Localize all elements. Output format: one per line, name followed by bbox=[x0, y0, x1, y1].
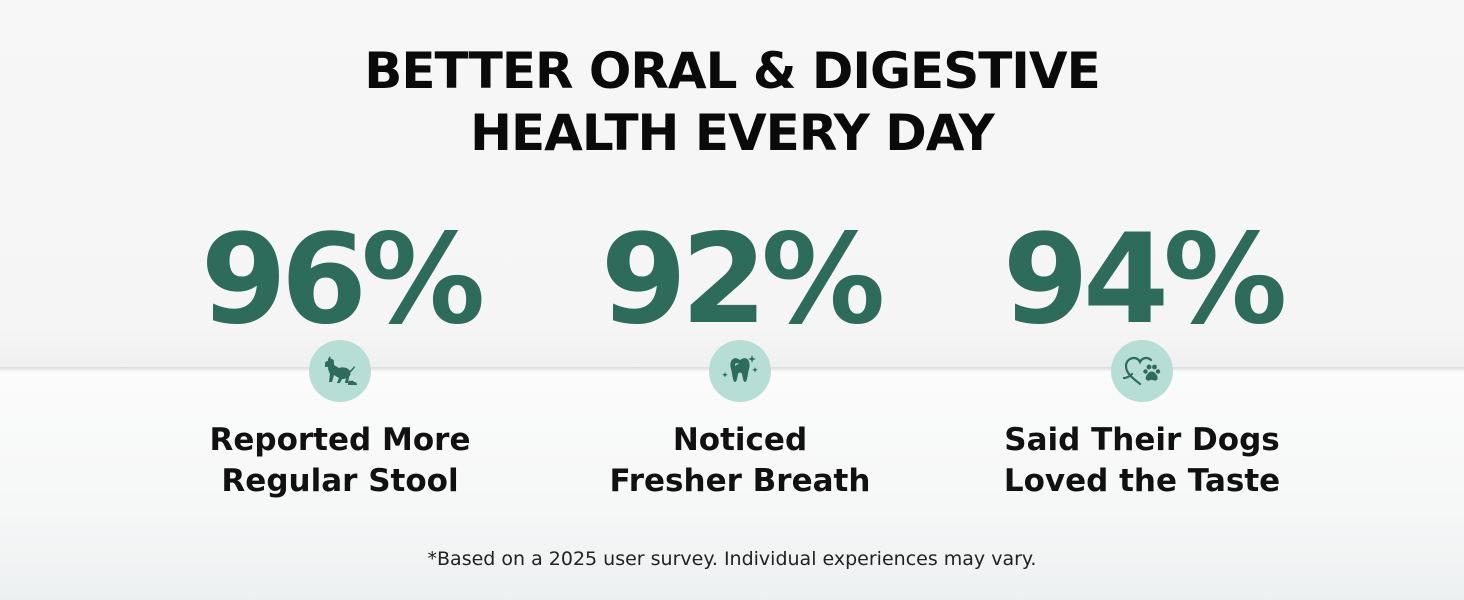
headline-line-2: HEALTH EVERY DAY bbox=[470, 104, 995, 162]
caption-line-1: Said Their Dogs bbox=[1004, 422, 1280, 458]
page-title: BETTER ORAL & DIGESTIVE HEALTH EVERY DAY bbox=[0, 40, 1464, 164]
caption-line-2: Regular Stool bbox=[221, 463, 459, 499]
stat-caption: Noticed Fresher Breath bbox=[530, 420, 950, 502]
stat-loved-taste: 94% Said Their Dogs Loved the Taste bbox=[932, 218, 1352, 502]
dog-stool-icon bbox=[309, 340, 371, 402]
caption-line-1: Noticed bbox=[672, 422, 808, 458]
heart-paw-icon bbox=[1111, 340, 1173, 402]
stat-caption: Said Their Dogs Loved the Taste bbox=[932, 420, 1352, 502]
survey-footnote: *Based on a 2025 user survey. Individual… bbox=[427, 548, 1037, 570]
stat-caption: Reported More Regular Stool bbox=[130, 420, 550, 502]
caption-line-2: Fresher Breath bbox=[609, 463, 871, 499]
caption-line-2: Loved the Taste bbox=[1003, 463, 1281, 499]
stat-regular-stool: 96% Reported More Regular Stool bbox=[130, 218, 550, 502]
stat-percentage: 94% bbox=[1002, 208, 1288, 352]
stat-fresher-breath: 92% Noticed Fresher Breath bbox=[530, 218, 950, 502]
stat-percentage: 92% bbox=[600, 208, 886, 352]
caption-line-1: Reported More bbox=[209, 422, 471, 458]
sparkling-tooth-icon bbox=[709, 340, 771, 402]
stat-percentage: 96% bbox=[200, 208, 486, 352]
headline-line-1: BETTER ORAL & DIGESTIVE bbox=[364, 42, 1101, 100]
